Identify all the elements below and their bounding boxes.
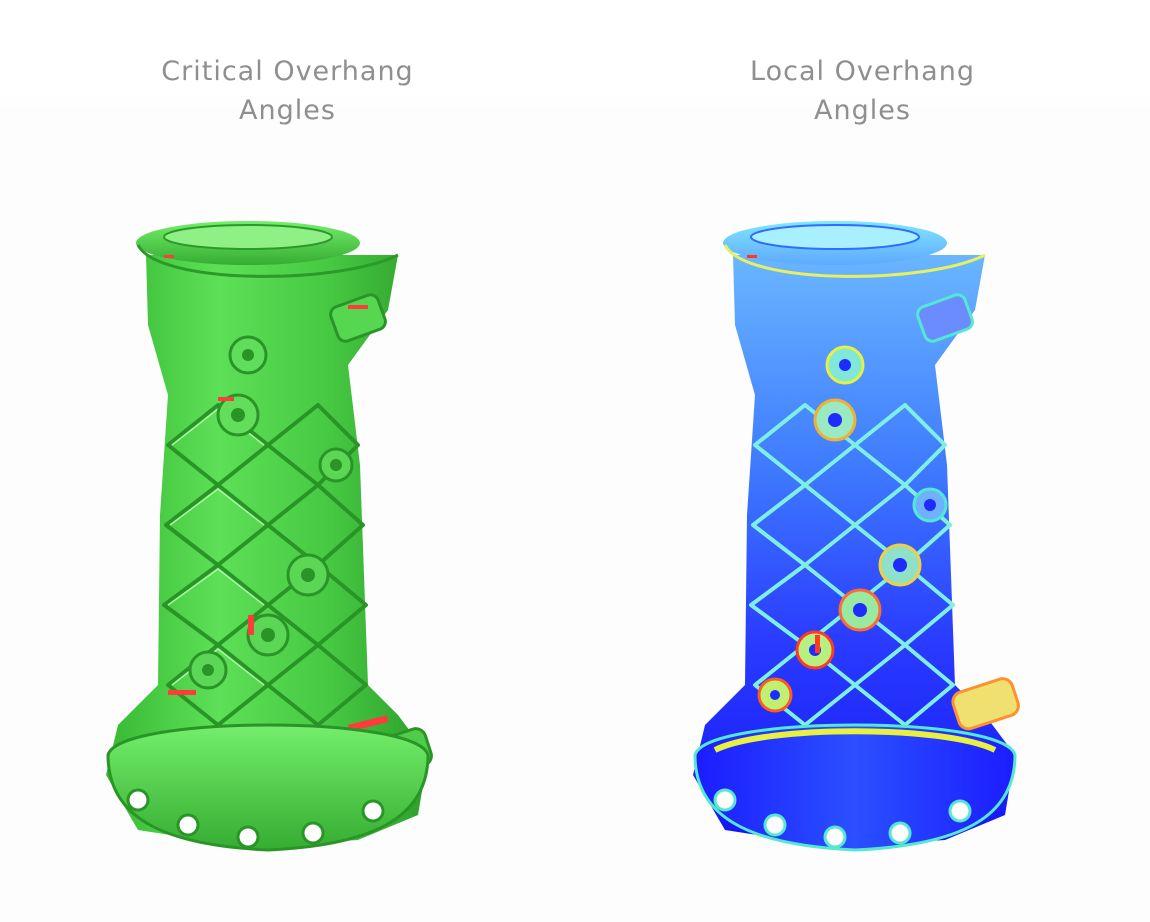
part-render-local [693, 221, 1020, 852]
title-line-1: Local Overhang [750, 56, 975, 87]
top-bore [750, 224, 920, 250]
top-bore [163, 224, 333, 250]
panel-title: Critical Overhang Angles [0, 52, 575, 130]
panel-local-overhang: Local Overhang Angles [575, 0, 1150, 922]
panel-critical-overhang: Critical Overhang Angles [0, 52, 575, 860]
side-bosses [757, 293, 1020, 731]
title-line-2: Angles [814, 95, 911, 126]
panel-title: Local Overhang Angles [575, 52, 1150, 130]
local-overhang-render [685, 215, 1045, 860]
part-render-critical [106, 221, 433, 852]
critical-regions [164, 255, 389, 732]
title-line-1: Critical Overhang [161, 56, 414, 87]
critical-overhang-render [98, 215, 458, 860]
title-line-2: Angles [239, 95, 336, 126]
side-bosses [188, 293, 433, 781]
